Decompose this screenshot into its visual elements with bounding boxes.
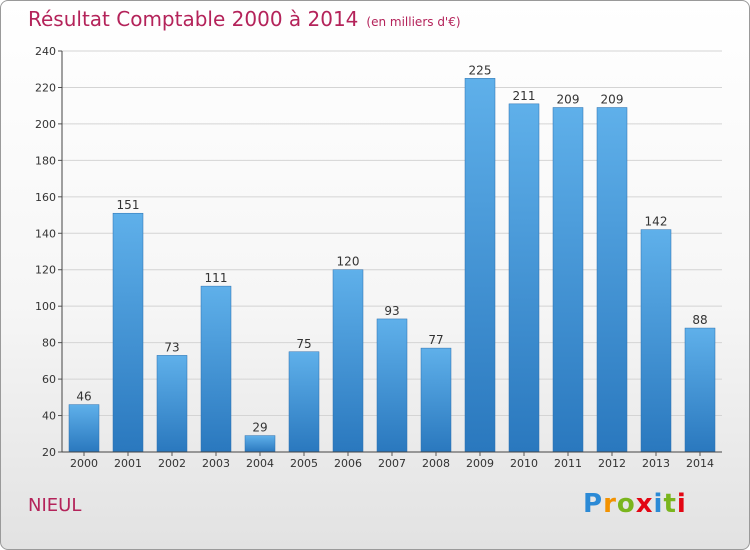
logo-letter: i <box>653 489 664 519</box>
y-axis: 20 40 60 80 100 120 140 160 180 200 220 240 <box>35 45 63 459</box>
logo-letter: x <box>635 489 654 519</box>
data-label: 142 <box>645 215 668 229</box>
bar <box>508 103 540 453</box>
y-tick-label: 220 <box>35 81 56 94</box>
bar <box>244 435 276 453</box>
y-tick-label: 60 <box>42 373 56 386</box>
bar <box>156 355 188 453</box>
bar <box>200 285 232 453</box>
logo-letter: r <box>603 489 617 519</box>
bar <box>640 229 672 453</box>
bar <box>288 351 320 453</box>
data-label: 93 <box>384 304 399 318</box>
x-tick-label: 2009 <box>466 457 494 470</box>
bars: 46 151 73 111 29 75 120 93 77 225 211 209 209 142 88 <box>68 63 716 453</box>
x-axis: 2000 2001 2002 2003 2004 2005 2006 2007 2008 2009… <box>62 451 722 470</box>
logo-letter: P <box>583 489 604 519</box>
x-tick-label: 2001 <box>114 457 142 470</box>
chart-title-text: Résultat Comptable 2000 à 2014 <box>28 7 359 31</box>
data-label: 151 <box>117 198 140 212</box>
x-tick-label: 2010 <box>510 457 538 470</box>
x-tick-label: 2014 <box>686 457 714 470</box>
bar <box>552 107 584 453</box>
x-tick-label: 2007 <box>378 457 406 470</box>
data-label: 46 <box>76 390 91 404</box>
y-tick-label: 120 <box>35 264 56 277</box>
logo-letter: i <box>676 489 687 519</box>
bar <box>596 107 628 453</box>
x-tick-label: 2003 <box>202 457 230 470</box>
proxiti-logo[interactable]: Proxiti <box>583 489 687 519</box>
bar <box>68 404 100 453</box>
x-tick-label: 2006 <box>334 457 362 470</box>
x-tick-label: 2002 <box>158 457 186 470</box>
x-tick-label: 2005 <box>290 457 318 470</box>
x-tick-label: 2013 <box>642 457 670 470</box>
data-label: 75 <box>296 337 311 351</box>
y-tick-label: 200 <box>35 118 56 131</box>
y-tick-label: 240 <box>35 45 56 58</box>
x-tick-label: 2000 <box>70 457 98 470</box>
data-label: 225 <box>469 63 492 77</box>
data-label: 111 <box>205 271 228 285</box>
y-tick-label: 160 <box>35 191 56 204</box>
x-tick-label: 2012 <box>598 457 626 470</box>
data-label: 77 <box>428 333 443 347</box>
data-label: 88 <box>692 313 707 327</box>
chart-title: Résultat Comptable 2000 à 2014 (en millie… <box>28 7 461 31</box>
y-tick-label: 80 <box>42 337 56 350</box>
bar <box>332 269 364 453</box>
x-tick-label: 2004 <box>246 457 274 470</box>
x-tick-label: 2008 <box>422 457 450 470</box>
data-label: 120 <box>337 255 360 269</box>
data-label: 209 <box>557 93 580 107</box>
commune-name: NIEUL <box>28 495 82 516</box>
y-tick-label: 20 <box>42 446 56 459</box>
chart-subtitle: (en milliers d'€) <box>366 15 461 29</box>
data-label: 211 <box>513 89 536 103</box>
bar <box>464 78 496 453</box>
bar <box>684 327 716 453</box>
x-tick-label: 2011 <box>554 457 582 470</box>
y-tick-label: 180 <box>35 154 56 167</box>
bar <box>420 347 452 453</box>
bar <box>112 212 144 453</box>
data-label: 209 <box>601 93 624 107</box>
data-label: 29 <box>252 421 267 435</box>
y-tick-label: 140 <box>35 227 56 240</box>
bar <box>376 318 408 453</box>
y-tick-label: 40 <box>42 410 56 423</box>
logo-letter: t <box>663 489 677 519</box>
logo-letter: o <box>616 489 636 519</box>
data-label: 73 <box>164 340 179 354</box>
y-tick-label: 100 <box>35 300 56 313</box>
